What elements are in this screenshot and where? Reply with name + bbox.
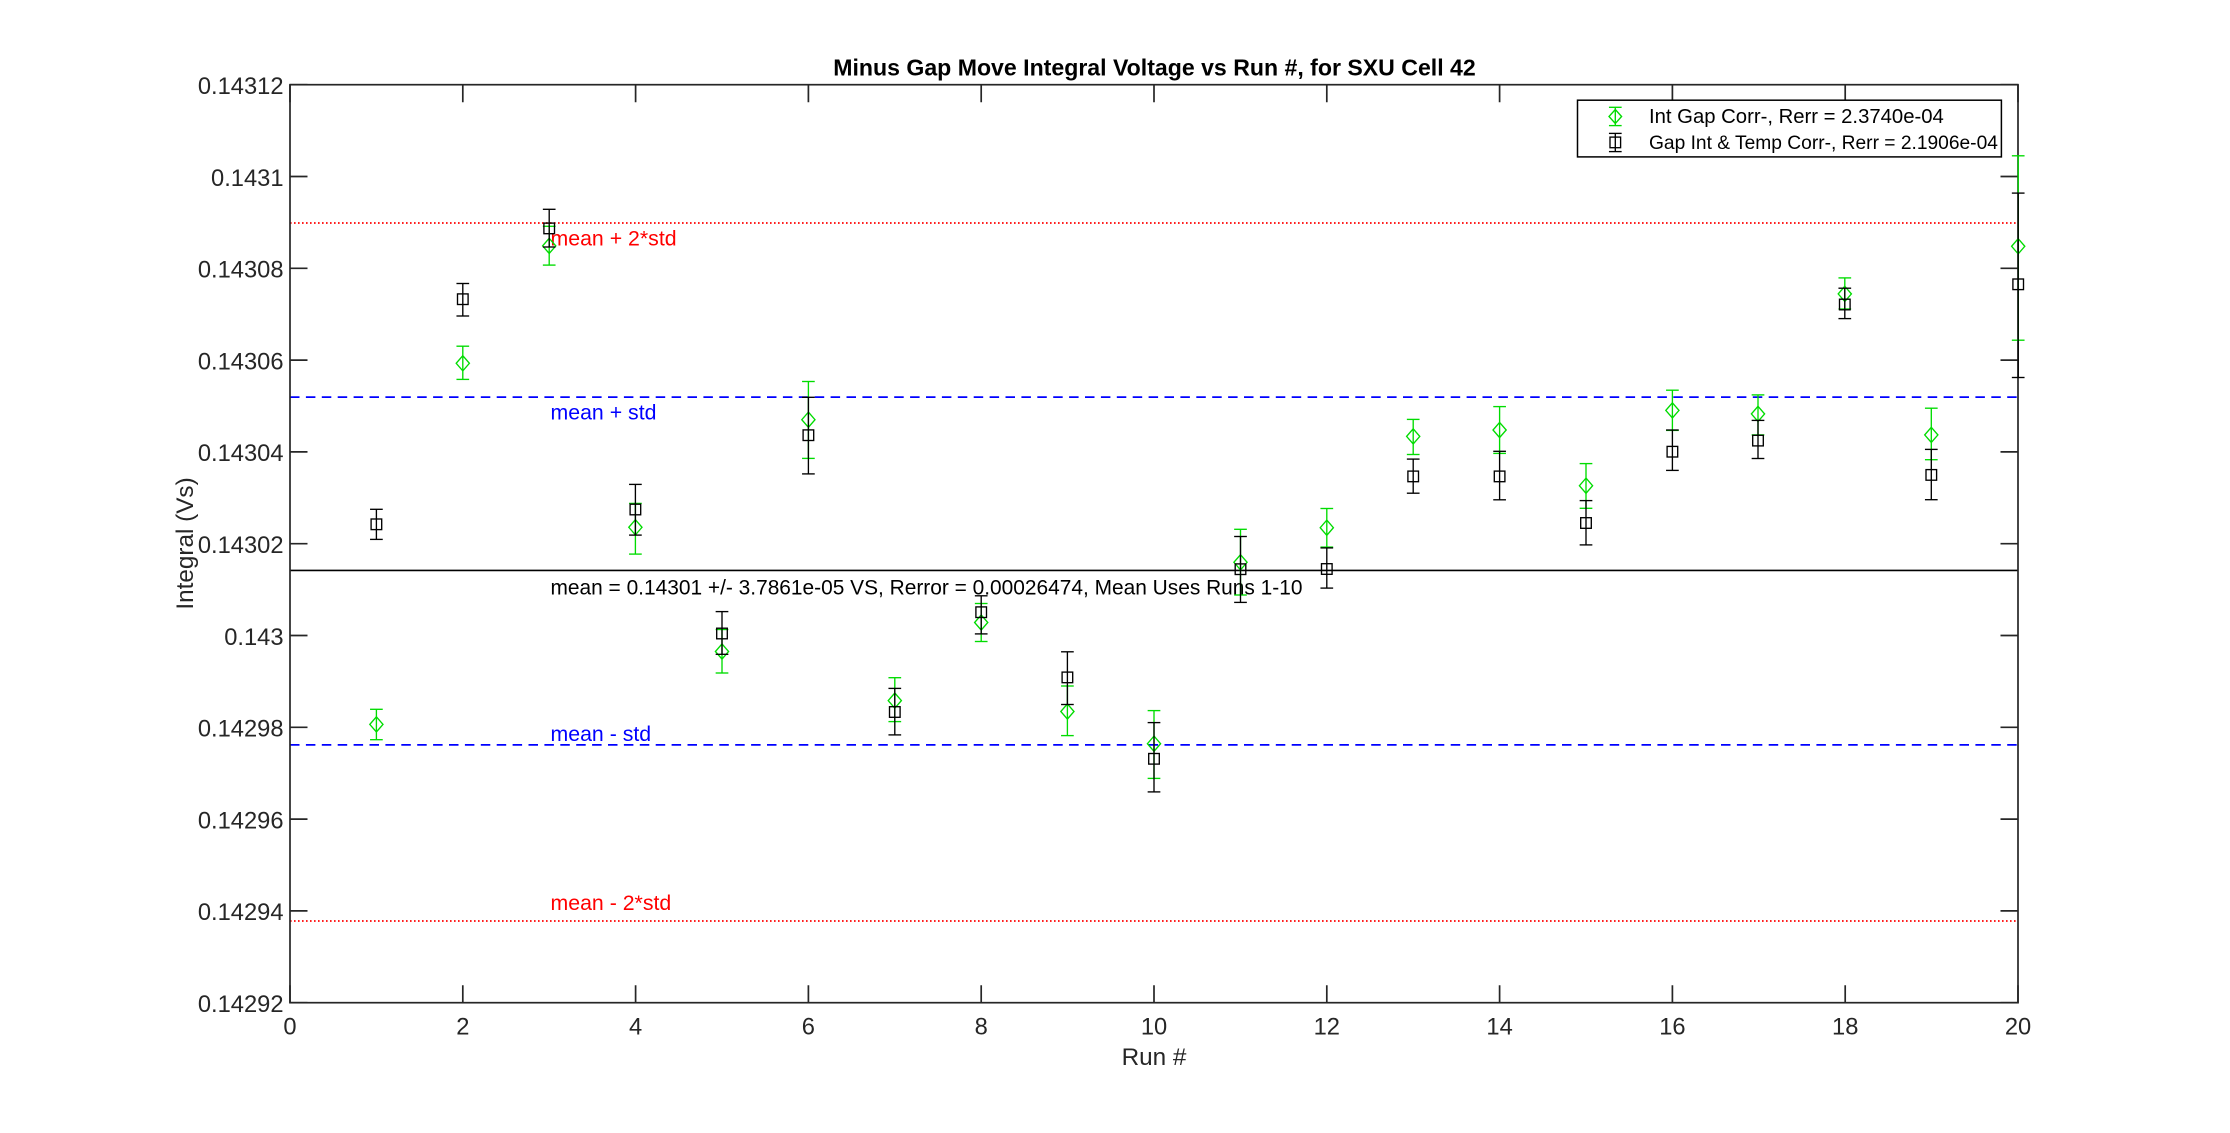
- svg-text:0.14292: 0.14292: [198, 992, 284, 1018]
- svg-text:6: 6: [802, 1014, 815, 1040]
- svg-text:0.14304: 0.14304: [198, 441, 284, 467]
- svg-text:0.14302: 0.14302: [198, 533, 284, 559]
- svg-text:8: 8: [975, 1014, 988, 1040]
- svg-text:0.14294: 0.14294: [198, 900, 284, 926]
- svg-text:0.14298: 0.14298: [198, 717, 284, 743]
- svg-text:0.143: 0.143: [224, 625, 283, 651]
- svg-text:0.14306: 0.14306: [198, 349, 284, 375]
- svg-text:0.14296: 0.14296: [198, 808, 284, 834]
- svg-text:20: 20: [2005, 1014, 2031, 1040]
- svg-text:Int Gap Corr-, Rerr = 2.3740e-: Int Gap Corr-, Rerr = 2.3740e-04: [1649, 106, 1944, 128]
- svg-text:10: 10: [1141, 1014, 1167, 1040]
- svg-text:Minus Gap Move Integral Voltag: Minus Gap Move Integral Voltage vs Run #…: [833, 55, 1476, 81]
- svg-text:mean = 0.14301 +/- 3.7861e-05: mean = 0.14301 +/- 3.7861e-05 VS, Rerror…: [551, 576, 1303, 599]
- svg-text:0.14312: 0.14312: [198, 74, 284, 100]
- svg-text:2: 2: [456, 1014, 469, 1040]
- svg-text:12: 12: [1314, 1014, 1340, 1040]
- svg-text:Integral (Vs): Integral (Vs): [172, 477, 199, 609]
- svg-text:14: 14: [1486, 1014, 1512, 1040]
- svg-text:mean + 2*std: mean + 2*std: [551, 226, 677, 250]
- svg-text:Run #: Run #: [1122, 1044, 1187, 1071]
- svg-text:Gap Int & Temp Corr-, Rerr = 2: Gap Int & Temp Corr-, Rerr = 2.1906e-04: [1649, 133, 1998, 154]
- svg-text:4: 4: [629, 1014, 642, 1040]
- svg-text:mean - std: mean - std: [551, 722, 652, 746]
- svg-text:mean + std: mean + std: [551, 401, 657, 425]
- svg-text:0.1431: 0.1431: [211, 166, 283, 192]
- svg-text:mean - 2*std: mean - 2*std: [551, 891, 672, 915]
- svg-text:18: 18: [1832, 1014, 1858, 1040]
- svg-text:16: 16: [1659, 1014, 1685, 1040]
- svg-text:0: 0: [283, 1014, 296, 1040]
- svg-text:0.14308: 0.14308: [198, 258, 284, 284]
